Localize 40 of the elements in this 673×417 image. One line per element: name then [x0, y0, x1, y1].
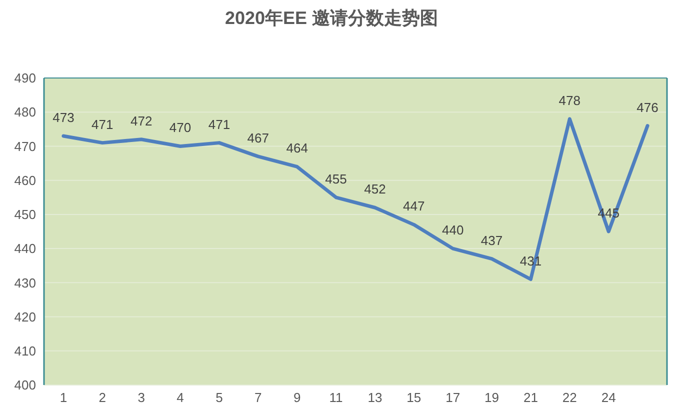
y-tick-label: 460 — [14, 172, 36, 188]
y-tick-label: 480 — [14, 104, 36, 120]
x-tick-label: 22 — [562, 390, 577, 406]
x-tick-label: 1 — [60, 390, 68, 406]
y-tick-label: 450 — [14, 207, 36, 222]
y-tick-label: 420 — [14, 309, 36, 324]
data-label: 476 — [636, 100, 658, 115]
x-tick-label: 24 — [601, 390, 616, 406]
chart-title: 2020年EE 邀请分数走势图 — [224, 7, 440, 30]
data-label: 471 — [92, 116, 114, 132]
x-tick-label: 11 — [329, 390, 343, 406]
data-label: 437 — [480, 232, 503, 248]
y-tick-label: 430 — [14, 275, 36, 290]
x-tick-label: 9 — [293, 390, 301, 406]
data-label: 464 — [286, 140, 308, 156]
x-tick-label: 5 — [216, 390, 223, 406]
data-label: 473 — [52, 110, 74, 125]
data-label: 455 — [325, 171, 347, 186]
y-tick-label: 490 — [14, 70, 36, 86]
y-tick-label: 440 — [14, 241, 36, 256]
data-label: 467 — [247, 130, 270, 146]
x-tick-label: 7 — [254, 390, 262, 406]
data-label: 478 — [558, 92, 581, 108]
x-tick-label: 19 — [484, 390, 500, 406]
y-tick-label: 470 — [14, 138, 36, 154]
y-tick-label: 400 — [14, 378, 36, 393]
x-tick-label: 15 — [406, 390, 422, 406]
x-tick-label: 3 — [138, 390, 145, 406]
x-tick-label: 17 — [446, 390, 460, 406]
x-tick-label: 4 — [176, 390, 184, 406]
data-label: 471 — [208, 116, 230, 132]
x-tick-label: 21 — [523, 390, 538, 406]
data-label: 472 — [130, 113, 152, 128]
data-label: 447 — [403, 198, 425, 214]
data-label: 440 — [442, 222, 464, 238]
x-tick-label: 2 — [98, 390, 106, 406]
y-tick-label: 410 — [14, 344, 36, 359]
data-label: 452 — [364, 182, 386, 197]
data-label: 470 — [169, 120, 192, 136]
x-tick-label: 13 — [368, 390, 382, 406]
